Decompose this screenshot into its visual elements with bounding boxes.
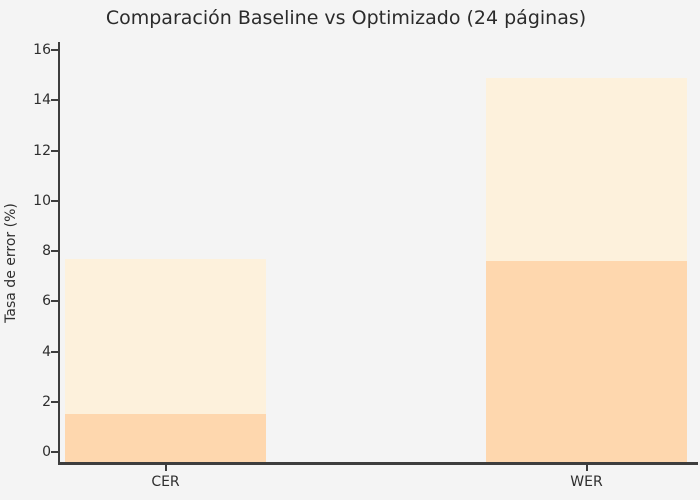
y-tick-label-16: 16 (33, 42, 51, 58)
bar-optimizado-wer (486, 261, 687, 462)
x-axis-spine (58, 462, 698, 465)
y-tick-mark-6 (51, 300, 58, 303)
y-tick-label-12: 12 (33, 142, 51, 159)
y-tick-mark-4 (51, 350, 58, 353)
y-tick-label-14: 14 (33, 92, 51, 109)
x-tick-mark-cer (164, 465, 167, 471)
bar-optimizado-cer (65, 414, 266, 462)
y-tick-mark-2 (51, 400, 58, 403)
y-tick-label-10: 10 (33, 192, 51, 209)
chart-title: Comparación Baseline vs Optimizado (24 p… (105, 7, 587, 29)
y-tick-mark-8 (51, 250, 58, 252)
y-tick-mark-10 (51, 199, 58, 202)
x-tick-label-cer: CER (151, 474, 180, 490)
y-tick-mark-0 (51, 451, 58, 453)
y-tick-label-2: 2 (42, 393, 51, 410)
y-tick-mark-14 (51, 99, 58, 102)
y-tick-label-4: 4 (42, 343, 51, 360)
y-tick-mark-12 (51, 149, 58, 152)
y-tick-mark-16 (51, 49, 58, 51)
x-tick-label-wer: WER (570, 474, 603, 490)
y-tick-label-8: 8 (42, 243, 51, 259)
x-tick-mark-wer (585, 465, 588, 471)
y-axis-spine (58, 42, 60, 465)
y-tick-label-0: 0 (42, 444, 51, 460)
y-tick-label-6: 6 (42, 293, 51, 310)
